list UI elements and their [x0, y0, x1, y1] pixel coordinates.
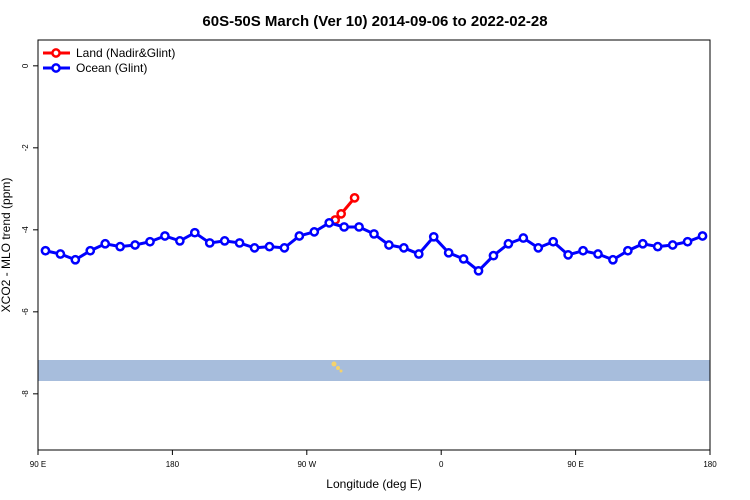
data-point: [55, 249, 66, 259]
data-point: [608, 254, 618, 265]
data-point: [473, 265, 484, 276]
data-point: [667, 240, 678, 250]
data-point: [384, 240, 394, 250]
data-point: [578, 245, 588, 256]
data-point: [518, 233, 529, 243]
data-point: [443, 247, 454, 258]
y-tick-label: -4: [21, 226, 30, 234]
data-point: [249, 243, 260, 253]
legend-marker: [51, 63, 61, 73]
chart-title: 60S-50S March (Ver 10) 2014-09-06 to 202…: [202, 13, 547, 30]
data-point: [100, 238, 111, 249]
data-point: [682, 236, 693, 247]
x-tick-label: 180: [703, 460, 717, 469]
data-point: [563, 249, 573, 260]
data-point: [623, 245, 633, 256]
data-point: [309, 227, 320, 237]
data-point: [349, 193, 360, 203]
data-point: [336, 208, 346, 219]
legend-label: Land (Nadir&Glint): [76, 46, 175, 60]
map-land: [339, 369, 343, 373]
y-tick-label: -8: [21, 390, 30, 398]
data-point: [160, 231, 170, 241]
data-point: [145, 236, 155, 247]
data-point: [593, 249, 603, 259]
data-point: [204, 238, 215, 248]
map-land: [331, 361, 337, 367]
legend-marker: [51, 48, 61, 58]
data-point: [637, 238, 648, 249]
x-tick-label: 90 W: [297, 460, 316, 469]
data-point: [130, 240, 140, 250]
data-point: [548, 236, 559, 247]
data-point: [399, 243, 409, 253]
data-point: [264, 241, 275, 252]
data-point: [697, 231, 708, 241]
y-tick-label: -6: [21, 308, 30, 316]
data-point: [503, 238, 514, 249]
data-point: [324, 218, 335, 228]
x-tick-label: 180: [166, 460, 180, 469]
data-point: [354, 222, 364, 232]
x-axis-label: Longitude (deg E): [326, 477, 421, 491]
x-tick-label: 0: [439, 460, 444, 469]
data-point: [85, 245, 96, 256]
data-point: [339, 222, 349, 232]
y-tick-label: -2: [21, 144, 30, 152]
data-point: [428, 231, 439, 242]
data-point: [533, 243, 544, 253]
data-point: [488, 250, 499, 261]
data-point: [369, 229, 379, 239]
data-point: [413, 249, 424, 259]
data-point: [652, 241, 663, 252]
map-strip: [38, 360, 710, 381]
data-point: [458, 254, 469, 264]
data-point: [189, 227, 200, 238]
x-tick-label: 90 E: [567, 460, 583, 469]
legend-label: Ocean (Glint): [76, 61, 147, 75]
data-point: [175, 236, 185, 246]
data-point: [70, 254, 81, 265]
data-point: [234, 238, 245, 248]
data-point: [279, 243, 290, 253]
data-point: [219, 236, 230, 246]
data-point: [40, 245, 51, 256]
y-tick-label: 0: [21, 63, 30, 68]
plot-frame: [37, 39, 711, 451]
y-axis-label: XCO2 - MLO trend (ppm): [0, 178, 13, 313]
data-point: [115, 241, 125, 252]
data-point: [294, 231, 305, 241]
x-tick-label: 90 E: [30, 460, 46, 469]
map-land: [336, 366, 340, 370]
